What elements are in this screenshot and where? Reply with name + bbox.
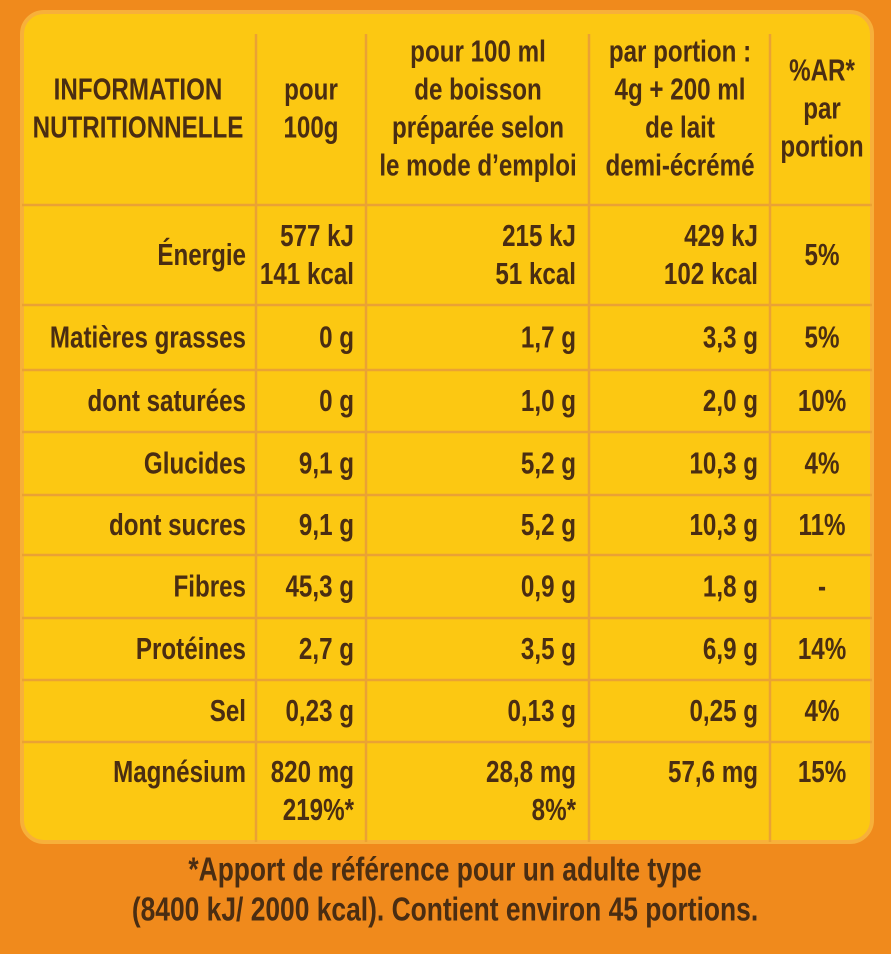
cell-value: 0 g (319, 320, 354, 355)
cell-value: 102 kcal (664, 256, 758, 291)
header-text: par (803, 91, 841, 126)
cell-value: 45,3 g (285, 569, 354, 604)
footnote: (8400 kJ/ 2000 kcal). Contient environ 4… (132, 892, 758, 928)
row-label: Magnésium (113, 754, 246, 789)
header-text: %AR* (789, 53, 855, 88)
cell-value: 1,7 g (521, 320, 576, 355)
header-text: pour (284, 72, 338, 107)
cell-value: 5% (805, 237, 840, 272)
header-text: INFORMATION (54, 72, 223, 107)
cell-value: 10,3 g (689, 507, 758, 542)
cell-value: 215 kJ (502, 218, 576, 253)
cell-value: - (818, 569, 826, 604)
cell-value: 1,8 g (703, 569, 758, 604)
footnote: *Apport de référence pour un adulte type (188, 852, 701, 888)
cell-value: 14% (798, 631, 846, 666)
cell-value: 8%* (532, 792, 576, 827)
cell-value: 9,1 g (299, 446, 354, 481)
header-text: par portion : (609, 34, 751, 69)
cell-value: 0,23 g (285, 693, 354, 728)
cell-value: 11% (798, 507, 845, 542)
header-text: NUTRITIONNELLE (33, 110, 244, 145)
row-label: Énergie (157, 237, 246, 272)
row-label: Matières grasses (50, 320, 246, 355)
table-panel (20, 10, 874, 844)
header-text: demi-écrémé (605, 148, 754, 183)
row-label: dont sucres (109, 507, 246, 542)
row-label: Glucides (144, 446, 246, 481)
header-text: portion (780, 129, 863, 164)
header-text: le mode d’emploi (379, 148, 576, 183)
cell-value: 429 kJ (684, 218, 758, 253)
cell-value: 51 kcal (495, 256, 576, 291)
cell-value: 4% (805, 446, 840, 481)
row-label: Fibres (173, 569, 246, 604)
cell-value: 141 kcal (260, 256, 354, 291)
cell-value: 5,2 g (521, 507, 576, 542)
row-label: Sel (210, 693, 246, 728)
header-text: de boisson (414, 72, 542, 107)
cell-value: 3,3 g (703, 320, 758, 355)
cell-value: 4% (805, 693, 840, 728)
cell-value: 2,7 g (299, 631, 354, 666)
grid (22, 34, 872, 842)
cell-value: 10,3 g (689, 446, 758, 481)
header-text: 4g + 200 ml (615, 72, 746, 107)
cell-value: 9,1 g (299, 507, 354, 542)
header-text: pour 100 ml (410, 34, 546, 69)
row-label: Protéines (136, 631, 246, 666)
cell-value: 0,9 g (521, 569, 576, 604)
cell-value: 10% (798, 383, 846, 418)
cell-value: 6,9 g (703, 631, 758, 666)
row-label: dont saturées (88, 383, 246, 418)
cell-value: 219%* (283, 792, 354, 827)
cell-value: 57,6 mg (668, 754, 758, 789)
cell-value: 0,13 g (507, 693, 576, 728)
cell-value: 1,0 g (521, 383, 576, 418)
cell-value: 3,5 g (521, 631, 576, 666)
header-text: préparée selon (392, 110, 564, 145)
cell-value: 0 g (319, 383, 354, 418)
cell-value: 820 mg (271, 754, 354, 789)
header-text: de lait (645, 110, 715, 145)
cell-value: 0,25 g (689, 693, 758, 728)
cell-value: 5% (805, 320, 840, 355)
header-text: 100g (283, 110, 338, 145)
cell-value: 15% (798, 754, 846, 789)
cell-value: 28,8 mg (486, 754, 576, 789)
cell-value: 5,2 g (521, 446, 576, 481)
cell-value: 577 kJ (280, 218, 354, 253)
cell-value: 2,0 g (703, 383, 758, 418)
